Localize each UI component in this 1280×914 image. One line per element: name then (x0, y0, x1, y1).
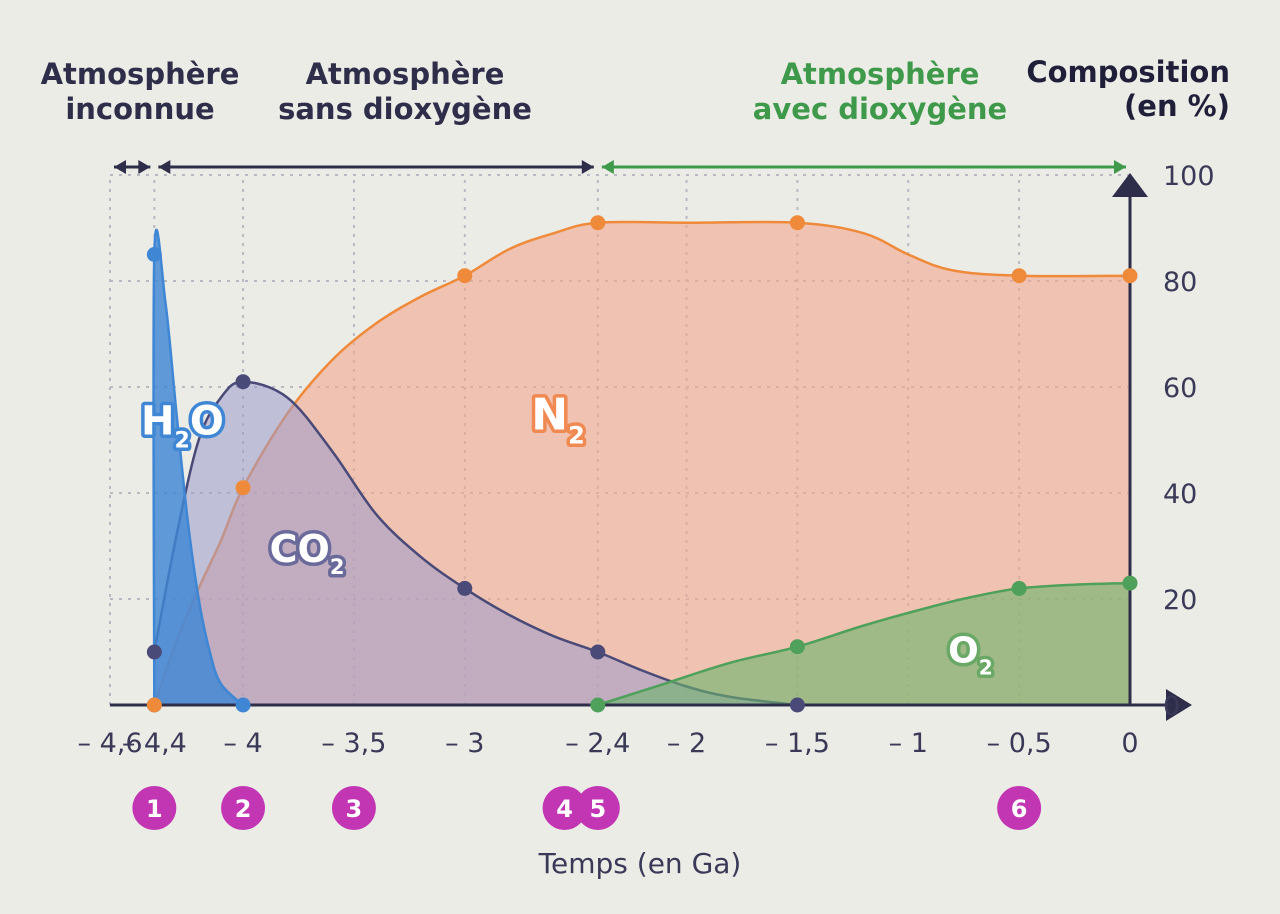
point-co2 (457, 580, 473, 596)
point-co2 (146, 644, 162, 660)
series-label-h2o-main: H (141, 399, 174, 445)
x-tick-label: – 2,4 (565, 728, 630, 759)
line-o2 (597, 581, 1131, 707)
step-marker-3 (331, 786, 376, 830)
series-label-n2-main: N (531, 389, 568, 440)
x-axis-title: Temps (en Ga) (538, 847, 742, 880)
step-marker-4-number: 4 (556, 795, 573, 823)
y-tick-label: 60 (1163, 373, 1197, 404)
era-1-label-line2: inconnue (65, 92, 214, 126)
point-o2 (590, 697, 606, 713)
series-points (146, 215, 1138, 713)
point-co2 (590, 644, 606, 660)
era-1-arrow-right (138, 160, 151, 174)
area-h2o (153, 229, 243, 705)
point-o2 (1122, 575, 1138, 591)
y-axis-title-line1: Composition (1026, 55, 1230, 89)
series-label-co2: CO2 (270, 527, 345, 579)
point-co2 (789, 697, 805, 713)
series-label-h2o: H2O (141, 399, 224, 454)
y-axis-arrow (1112, 173, 1148, 197)
step-marker-2-number: 2 (235, 795, 252, 823)
area-o2 (597, 583, 1130, 705)
point-h2o (235, 697, 251, 713)
series-label-o2: O2 (948, 631, 993, 680)
series-label-co2-sub: 2 (330, 555, 345, 579)
point-n2 (146, 697, 162, 713)
point-n2 (457, 268, 473, 284)
x-tick-label: – 4 (223, 728, 262, 759)
era-1-label-line1: Atmosphère (41, 57, 240, 91)
x-tick-label: – 1,5 (765, 728, 830, 759)
line-h2o (152, 228, 244, 706)
step-marker-3-number: 3 (346, 795, 363, 823)
era-3-arrow-right (1114, 160, 1126, 174)
era-1-arrow-left (114, 160, 126, 174)
x-tick-label: – 2 (667, 728, 706, 759)
series-label-o2-main: O (948, 631, 979, 672)
x-tick-label: – 4,6 (77, 728, 142, 759)
line-co2 (153, 380, 798, 707)
x-tick-label: – 3,5 (321, 728, 386, 759)
series-label-n2: N2 (531, 389, 585, 449)
series-label-h2o-tail: O (190, 399, 224, 445)
series-label-h2o-sub: 2 (175, 429, 190, 454)
era-3-label-line2: avec dioxygène (753, 92, 1007, 126)
x-tick-label: – 4,4 (122, 728, 187, 759)
point-h2o (146, 247, 162, 262)
point-o2 (789, 639, 805, 655)
point-o2 (1011, 580, 1027, 596)
step-marker-2 (221, 786, 266, 830)
y-tick-label: 40 (1163, 479, 1197, 510)
series-label-co2-main: CO (270, 527, 330, 571)
point-co2 (235, 374, 251, 390)
x-tick-label: – 1 (889, 728, 928, 759)
point-n2 (1011, 268, 1027, 284)
y-tick-label: 80 (1163, 267, 1197, 298)
y-tick-label: 20 (1163, 585, 1197, 616)
x-tick-label: – 0,5 (987, 728, 1052, 759)
y-axis-title-line2: (en %) (1124, 89, 1230, 123)
step-marker-6 (997, 786, 1042, 830)
series-areas (152, 220, 1131, 707)
area-co2 (154, 381, 798, 705)
era-3-label-line1: Atmosphère (781, 57, 980, 91)
point-n2 (235, 480, 251, 496)
y-tick-label: 100 (1163, 161, 1215, 192)
step-marker-4 (542, 786, 587, 830)
step-marker-6-number: 6 (1011, 795, 1028, 823)
step-marker-1-number: 1 (146, 795, 163, 823)
point-n2 (590, 215, 606, 231)
era-2-label-line1: Atmosphère (306, 57, 505, 91)
series-label-o2-sub: 2 (979, 656, 993, 680)
y-tick-label: 0 (1163, 691, 1180, 722)
point-n2 (789, 215, 805, 231)
step-marker-1 (132, 786, 177, 830)
point-n2 (1122, 268, 1138, 284)
era-2-label-line2: sans dioxygène (278, 92, 532, 126)
era-2-arrow-left (158, 160, 171, 174)
x-tick-label: – 3 (445, 728, 484, 759)
series-label-n2-sub: 2 (568, 421, 585, 449)
era-3-arrow-left (601, 160, 614, 174)
x-axis-arrow (1166, 689, 1192, 721)
x-tick-label: 0 (1121, 728, 1138, 759)
era-2-arrow-right (581, 160, 594, 174)
step-marker-5-number: 5 (589, 795, 606, 823)
step-marker-5 (575, 786, 620, 830)
